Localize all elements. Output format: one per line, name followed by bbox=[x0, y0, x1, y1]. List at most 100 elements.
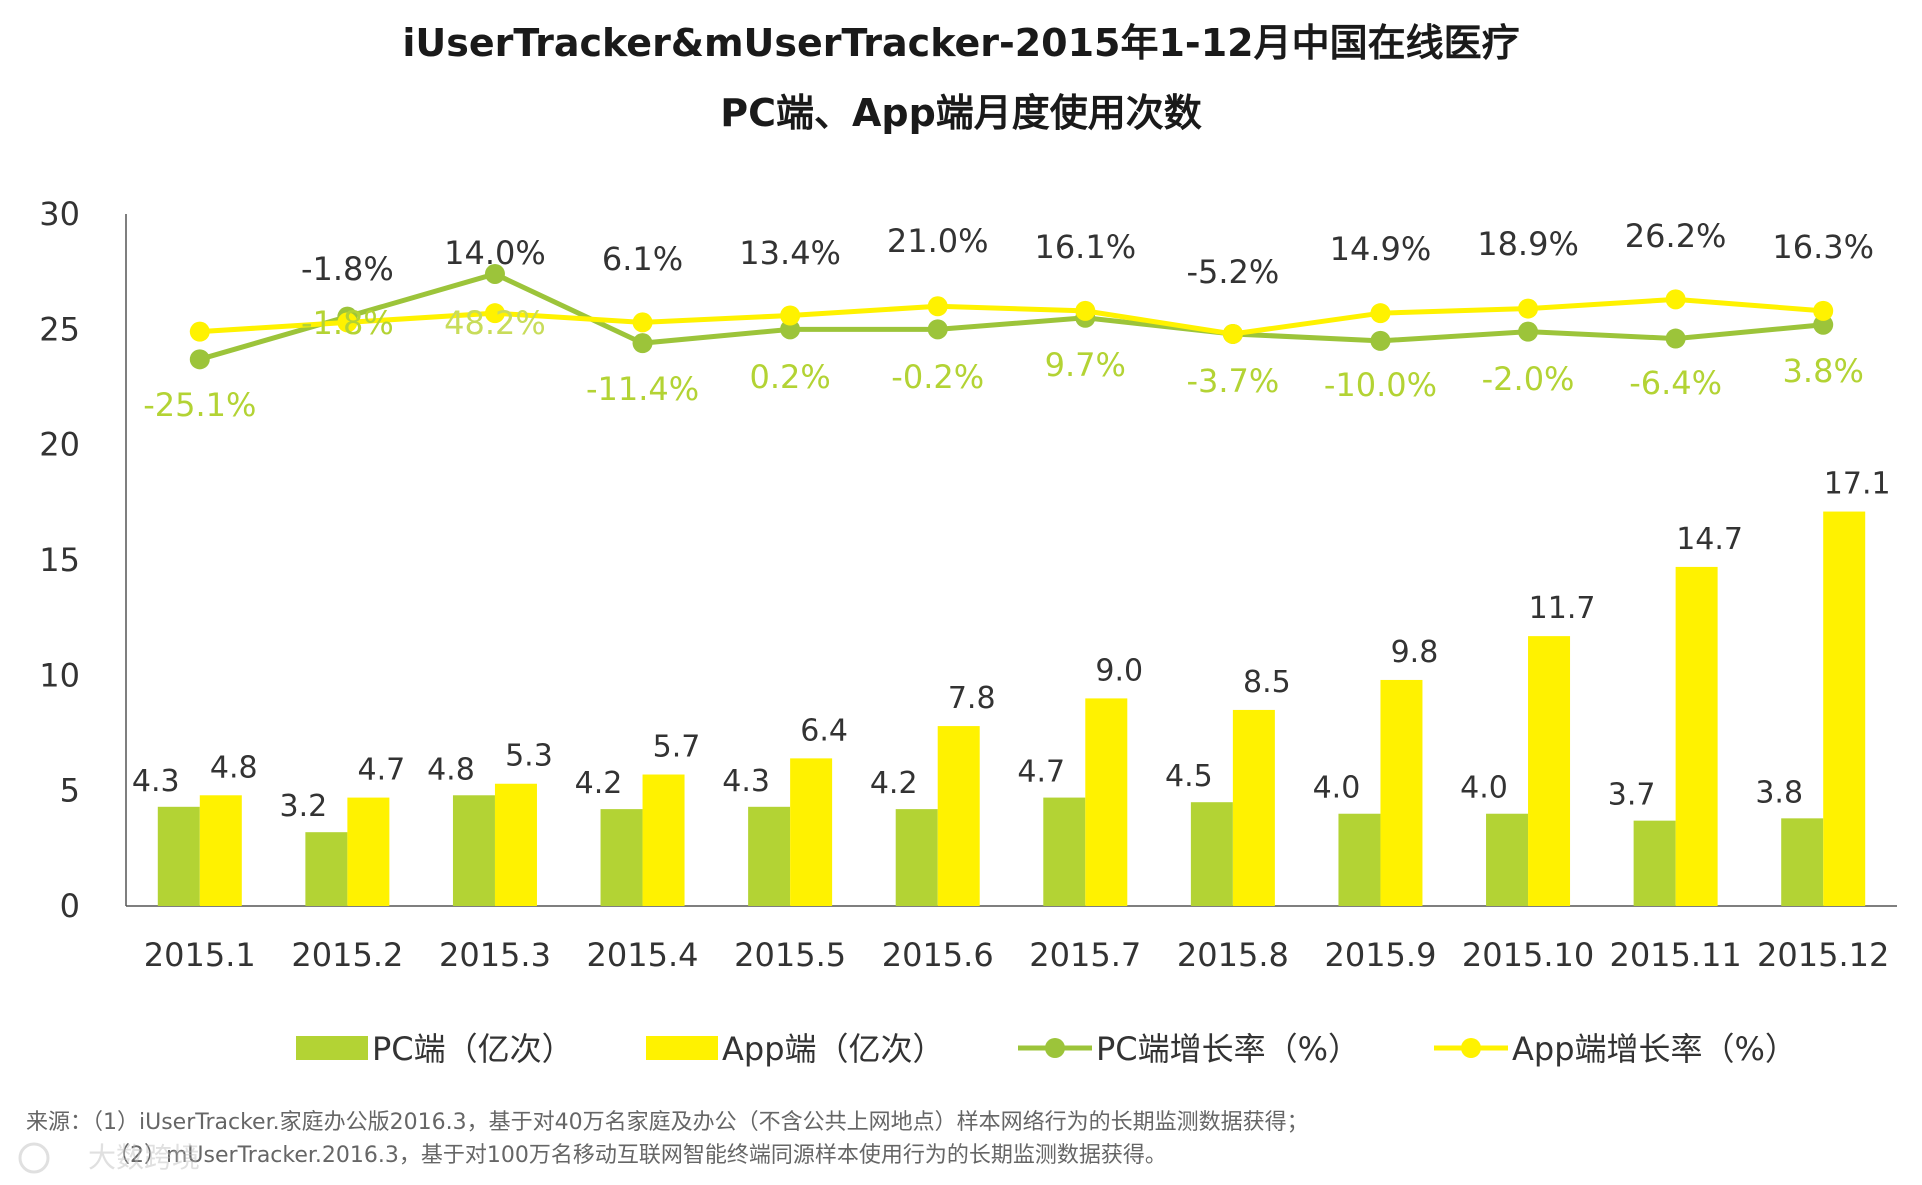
legend-label-pc-growth: PC端增长率（%） bbox=[1096, 1030, 1360, 1068]
data-label-app: 6.4 bbox=[800, 713, 848, 748]
bar-pc bbox=[157, 806, 200, 906]
data-label-app: 14.7 bbox=[1676, 522, 1743, 557]
data-label-growth-above: 6.1% bbox=[602, 240, 683, 278]
marker-pc-growth bbox=[484, 263, 505, 284]
y-tick-label: 20 bbox=[39, 426, 80, 464]
data-label-growth-above: 26.2% bbox=[1625, 217, 1727, 255]
bar-pc bbox=[1486, 813, 1529, 906]
data-label-pc: 4.3 bbox=[722, 764, 770, 799]
x-tick-label: 2015.5 bbox=[734, 936, 846, 974]
data-label-growth-below: -6.4% bbox=[1629, 364, 1722, 402]
data-label-growth-above: 16.1% bbox=[1034, 228, 1136, 266]
data-label-pc: 3.2 bbox=[280, 789, 328, 824]
data-label-pc: 3.8 bbox=[1755, 775, 1803, 810]
bar-app bbox=[1085, 698, 1128, 906]
data-label-pc: 4.3 bbox=[132, 764, 180, 799]
bar-pc bbox=[1338, 813, 1381, 906]
marker-pc-growth bbox=[1518, 321, 1539, 342]
data-label-growth-below: -25.1% bbox=[143, 386, 256, 424]
data-label-app: 9.8 bbox=[1391, 635, 1439, 670]
data-label-growth-above: 18.9% bbox=[1477, 225, 1579, 263]
x-tick-label: 2015.7 bbox=[1029, 936, 1141, 974]
data-label-growth-above: -1.8% bbox=[301, 250, 394, 288]
data-label-app: 8.5 bbox=[1243, 665, 1291, 700]
data-label-growth-above: 16.3% bbox=[1772, 228, 1874, 266]
x-tick-label: 2015.2 bbox=[291, 936, 403, 974]
data-label-growth-below: -3.7% bbox=[1186, 362, 1279, 400]
source-note-line2: （2）mUserTracker.2016.3，基于对100万名移动互联网智能终端… bbox=[108, 1143, 1167, 1168]
bar-pc bbox=[1043, 797, 1086, 906]
data-label-growth-below: -1.8% bbox=[301, 304, 394, 342]
marker-pc-growth bbox=[632, 333, 653, 354]
bar-pc bbox=[305, 832, 348, 906]
legend-swatch-pc bbox=[296, 1036, 368, 1060]
data-label-pc: 4.0 bbox=[1460, 771, 1508, 806]
data-label-app: 9.0 bbox=[1095, 653, 1143, 688]
marker-app-growth bbox=[780, 305, 801, 326]
y-tick-label: 5 bbox=[60, 772, 80, 810]
data-label-group: 4.3 3.2 4.8 4.2 4.3 4.2 4.7 4.5 4.0 4.0 3.7 3.8 4.8 4… bbox=[132, 217, 1891, 824]
watermark-text: 大数跨境 bbox=[88, 1141, 200, 1174]
bar-app bbox=[199, 795, 242, 906]
marker-app-growth bbox=[1518, 298, 1539, 319]
data-label-pc: 3.7 bbox=[1608, 778, 1656, 813]
bar-pc bbox=[748, 806, 791, 906]
marker-pc-growth bbox=[927, 319, 948, 340]
x-tick-label: 2015.11 bbox=[1609, 936, 1741, 974]
x-tick-label: 2015.4 bbox=[587, 936, 699, 974]
bar-pc bbox=[1190, 802, 1233, 906]
marker-pc-growth bbox=[780, 319, 801, 340]
marker-pc-growth bbox=[1370, 330, 1391, 351]
data-label-growth-below: -10.0% bbox=[1324, 366, 1437, 404]
y-tick-label: 25 bbox=[39, 310, 80, 348]
line-pc-growth bbox=[199, 271, 1824, 362]
data-label-app: 5.3 bbox=[505, 739, 553, 774]
marker-pc-growth bbox=[1813, 314, 1834, 335]
data-label-growth-above: 13.4% bbox=[739, 234, 841, 272]
bar-group bbox=[157, 511, 1866, 906]
marker-app-growth bbox=[1665, 289, 1686, 310]
data-label-pc: 4.5 bbox=[1165, 759, 1213, 794]
data-label-growth-below: -11.4% bbox=[586, 370, 699, 408]
axes: 0 5 10 15 20 25 30 2015.1 2015.2 2015.3 2015.4 2015… bbox=[39, 195, 1897, 974]
x-tick-label: 2015.10 bbox=[1462, 936, 1594, 974]
y-tick-label: 10 bbox=[39, 656, 80, 694]
x-tick-label: 2015.1 bbox=[144, 936, 256, 974]
legend-label-app: App端（亿次） bbox=[722, 1030, 945, 1068]
data-label-growth-above: 21.0% bbox=[887, 222, 989, 260]
bar-app bbox=[494, 783, 537, 906]
bar-pc bbox=[1781, 818, 1824, 906]
x-tick-label: 2015.12 bbox=[1757, 936, 1889, 974]
marker-app-growth bbox=[1222, 323, 1243, 344]
marker-app-growth bbox=[927, 296, 948, 317]
data-label-growth-below: -0.2% bbox=[891, 358, 984, 396]
bar-app bbox=[790, 758, 833, 906]
chart-title-line2: PC端、App端月度使用次数 bbox=[720, 91, 1202, 135]
data-label-growth-above: 14.0% bbox=[444, 234, 546, 272]
source-note-line1: 来源：（1）iUserTracker.家庭办公版2016.3，基于对40万名家庭… bbox=[26, 1110, 1309, 1135]
x-tick-label: 2015.3 bbox=[439, 936, 551, 974]
marker-pc-growth bbox=[189, 349, 210, 370]
data-label-growth-below: -2.0% bbox=[1482, 360, 1575, 398]
marker-app-growth bbox=[1370, 303, 1391, 324]
data-label-growth-below-extra: 48.2% bbox=[444, 304, 546, 342]
data-label-pc: 4.0 bbox=[1313, 771, 1361, 806]
data-label-pc: 4.2 bbox=[870, 766, 918, 801]
y-tick-label: 0 bbox=[60, 887, 80, 925]
legend-label-app-growth: App端增长率（%） bbox=[1512, 1030, 1797, 1068]
data-label-growth-above: -5.2% bbox=[1186, 253, 1279, 291]
legend-swatch-app bbox=[646, 1036, 718, 1060]
marker-app-growth bbox=[632, 312, 653, 333]
data-label-app: 7.8 bbox=[948, 681, 996, 716]
data-label-app: 4.8 bbox=[210, 750, 258, 785]
data-label-app: 17.1 bbox=[1824, 467, 1891, 502]
legend-marker-app-growth bbox=[1461, 1038, 1481, 1058]
data-label-pc: 4.2 bbox=[575, 766, 623, 801]
data-label-pc: 4.8 bbox=[427, 752, 475, 787]
data-label-app: 4.7 bbox=[358, 753, 406, 788]
legend: PC端（亿次） App端（亿次） PC端增长率（%） App端增长率（%） bbox=[296, 1030, 1797, 1068]
bar-app bbox=[1232, 709, 1275, 906]
bar-app bbox=[1380, 679, 1423, 906]
data-label-growth-below: 3.8% bbox=[1783, 352, 1864, 390]
